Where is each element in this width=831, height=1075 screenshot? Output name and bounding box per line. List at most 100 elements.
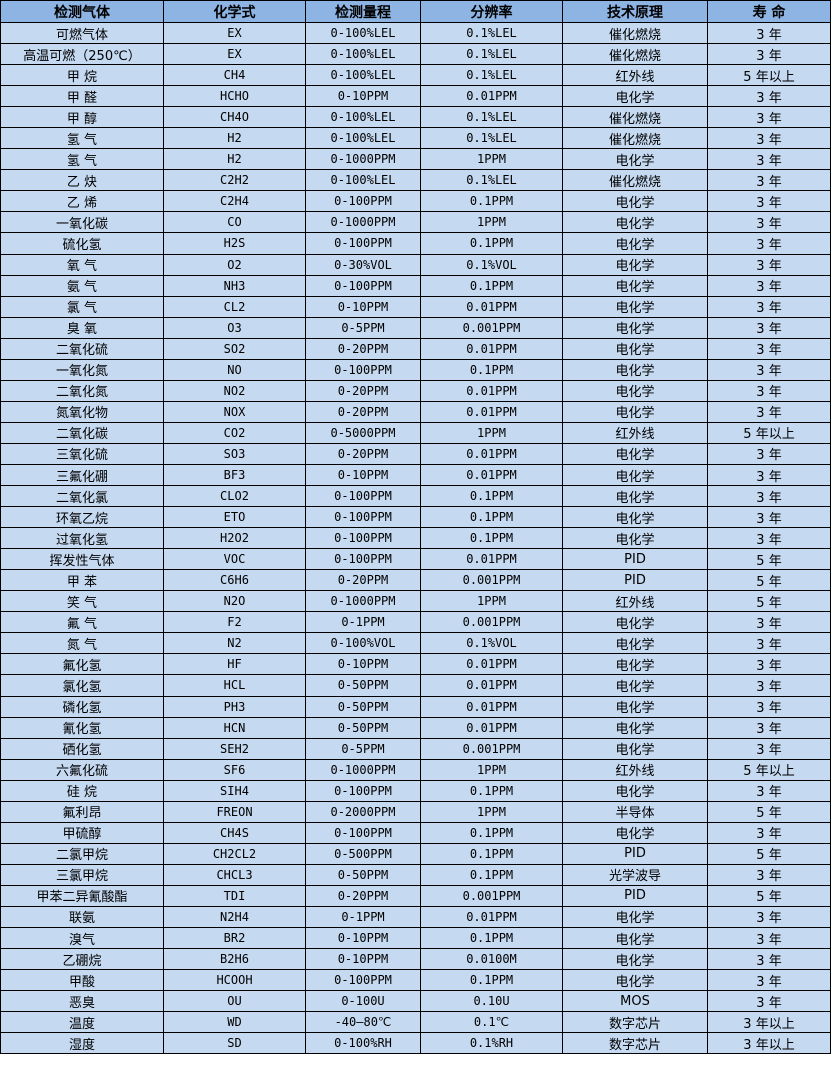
resolution-cell: 0.01PPM bbox=[420, 85, 563, 108]
principle-cell: 电化学 bbox=[562, 463, 708, 487]
range-cell: 0-100%LEL bbox=[305, 64, 421, 87]
range-cell: 0-50PPM bbox=[305, 674, 421, 697]
gas-name-cell: 温度 bbox=[0, 1011, 164, 1034]
principle-cell: 电化学 bbox=[562, 527, 708, 550]
formula-cell: CO bbox=[163, 211, 306, 234]
formula-cell: SO3 bbox=[163, 442, 306, 465]
principle-cell: PID bbox=[562, 842, 708, 865]
table-row: 氮 气 N2 0-100%VOL 0.1%VOL 电化学 3 年 bbox=[0, 632, 831, 655]
resolution-cell: 0.0100M bbox=[420, 948, 563, 971]
lifespan-cell: 3 年以上 bbox=[707, 1011, 831, 1034]
table-row: 甲 醇 CH4O 0-100%LEL 0.1%LEL 催化燃烧 3 年 bbox=[0, 106, 831, 129]
resolution-cell: 0.01PPM bbox=[420, 295, 563, 318]
range-cell: 0-20PPM bbox=[305, 337, 421, 360]
resolution-cell: 0.01PPM bbox=[420, 337, 563, 360]
range-cell: 0-2000PPM bbox=[305, 800, 421, 823]
range-cell: 0-100PPM bbox=[305, 506, 421, 529]
principle-cell: 电化学 bbox=[562, 821, 708, 844]
resolution-cell: 0.1%VOL bbox=[420, 253, 563, 276]
resolution-cell: 0.1PPM bbox=[420, 506, 563, 529]
formula-cell: HCOOH bbox=[163, 969, 306, 992]
principle-cell: 电化学 bbox=[562, 779, 708, 802]
table-row: 氯化氢 HCL 0-50PPM 0.01PPM 电化学 3 年 bbox=[0, 674, 831, 697]
gas-name-cell: 氯 气 bbox=[0, 295, 164, 318]
range-cell: 0-10PPM bbox=[305, 463, 421, 487]
range-cell: 0-20PPM bbox=[305, 379, 421, 402]
table-row: 联氨 N2H4 0-1PPM 0.01PPM 电化学 3 年 bbox=[0, 905, 831, 929]
table-row: 甲 烷 CH4 0-100%LEL 0.1%LEL 红外线 5 年以上 bbox=[0, 64, 831, 87]
principle-cell: 电化学 bbox=[562, 506, 708, 529]
table-row: 三氯甲烷 CHCL3 0-50PPM 0.1PPM 光学波导 3 年 bbox=[0, 863, 831, 886]
gas-name-cell: 甲 苯 bbox=[0, 569, 164, 592]
formula-cell: TDI bbox=[163, 884, 306, 907]
lifespan-cell: 3 年 bbox=[707, 295, 831, 318]
resolution-cell: 1PPM bbox=[420, 590, 563, 613]
resolution-cell: 0.1PPM bbox=[420, 821, 563, 844]
resolution-cell: 0.1%LEL bbox=[420, 169, 563, 192]
gas-name-cell: 恶臭 bbox=[0, 990, 164, 1013]
gas-name-cell: 三氟化硼 bbox=[0, 463, 164, 487]
formula-cell: PH3 bbox=[163, 695, 306, 718]
gas-name-cell: 氟 气 bbox=[0, 611, 164, 634]
table-row: 环氧乙烷 ETO 0-100PPM 0.1PPM 电化学 3 年 bbox=[0, 506, 831, 529]
formula-cell: H2 bbox=[163, 127, 306, 150]
range-cell: 0-10PPM bbox=[305, 927, 421, 950]
principle-cell: 电化学 bbox=[562, 253, 708, 276]
principle-cell: 电化学 bbox=[562, 232, 708, 255]
principle-cell: 数字芯片 bbox=[562, 1032, 708, 1055]
gas-name-cell: 乙 炔 bbox=[0, 169, 164, 192]
gas-name-cell: 高温可燃（250℃） bbox=[0, 43, 164, 66]
range-cell: 0-50PPM bbox=[305, 863, 421, 886]
formula-cell: CL2 bbox=[163, 295, 306, 318]
table-row: 氮氧化物 NOX 0-20PPM 0.01PPM 电化学 3 年 bbox=[0, 400, 831, 423]
header-lifespan: 寿 命 bbox=[707, 0, 831, 23]
table-row: 甲酸 HCOOH 0-100PPM 0.1PPM 电化学 3 年 bbox=[0, 969, 831, 992]
gas-name-cell: 一氧化碳 bbox=[0, 211, 164, 234]
table-row: 氟利昂 FREON 0-2000PPM 1PPM 半导体 5 年 bbox=[0, 800, 831, 823]
lifespan-cell: 3 年 bbox=[707, 85, 831, 108]
resolution-cell: 0.1PPM bbox=[420, 358, 563, 381]
resolution-cell: 1PPM bbox=[420, 758, 563, 781]
principle-cell: 电化学 bbox=[562, 148, 708, 171]
gas-name-cell: 乙 烯 bbox=[0, 190, 164, 213]
formula-cell: CH4S bbox=[163, 821, 306, 844]
resolution-cell: 0.001PPM bbox=[420, 737, 563, 760]
resolution-cell: 0.1PPM bbox=[420, 190, 563, 213]
lifespan-cell: 3 年 bbox=[707, 106, 831, 129]
principle-cell: 催化燃烧 bbox=[562, 127, 708, 150]
header-principle: 技术原理 bbox=[562, 0, 708, 23]
formula-cell: HF bbox=[163, 653, 306, 676]
lifespan-cell: 3 年 bbox=[707, 379, 831, 402]
principle-cell: 电化学 bbox=[562, 358, 708, 381]
formula-cell: NOX bbox=[163, 400, 306, 423]
range-cell: 0-30%VOL bbox=[305, 253, 421, 276]
lifespan-cell: 3 年 bbox=[707, 716, 831, 739]
resolution-cell: 1PPM bbox=[420, 148, 563, 171]
gas-name-cell: 乙硼烷 bbox=[0, 948, 164, 971]
formula-cell: OU bbox=[163, 990, 306, 1013]
table-row: 三氟化硼 BF3 0-10PPM 0.01PPM 电化学 3 年 bbox=[0, 463, 831, 487]
lifespan-cell: 3 年 bbox=[707, 43, 831, 66]
principle-cell: 电化学 bbox=[562, 295, 708, 318]
range-cell: 0-100PPM bbox=[305, 969, 421, 992]
principle-cell: 红外线 bbox=[562, 590, 708, 613]
principle-cell: 光学波导 bbox=[562, 863, 708, 886]
range-cell: 0-100%LEL bbox=[305, 127, 421, 150]
gas-name-cell: 氟利昂 bbox=[0, 800, 164, 823]
lifespan-cell: 3 年 bbox=[707, 485, 831, 508]
resolution-cell: 0.01PPM bbox=[420, 695, 563, 718]
formula-cell: CH2CL2 bbox=[163, 842, 306, 865]
range-cell: 0-10PPM bbox=[305, 295, 421, 318]
table-row: 二氧化氯 CLO2 0-100PPM 0.1PPM 电化学 3 年 bbox=[0, 485, 831, 508]
gas-name-cell: 氧 气 bbox=[0, 253, 164, 276]
lifespan-cell: 3 年 bbox=[707, 527, 831, 550]
gas-name-cell: 甲酸 bbox=[0, 969, 164, 992]
resolution-cell: 0.1%LEL bbox=[420, 64, 563, 87]
range-cell: 0-5PPM bbox=[305, 316, 421, 339]
gas-name-cell: 氟化氢 bbox=[0, 653, 164, 676]
gas-name-cell: 二氧化硫 bbox=[0, 337, 164, 360]
principle-cell: 电化学 bbox=[562, 674, 708, 697]
formula-cell: HCHO bbox=[163, 85, 306, 108]
principle-cell: 电化学 bbox=[562, 695, 708, 718]
formula-cell: SF6 bbox=[163, 758, 306, 781]
